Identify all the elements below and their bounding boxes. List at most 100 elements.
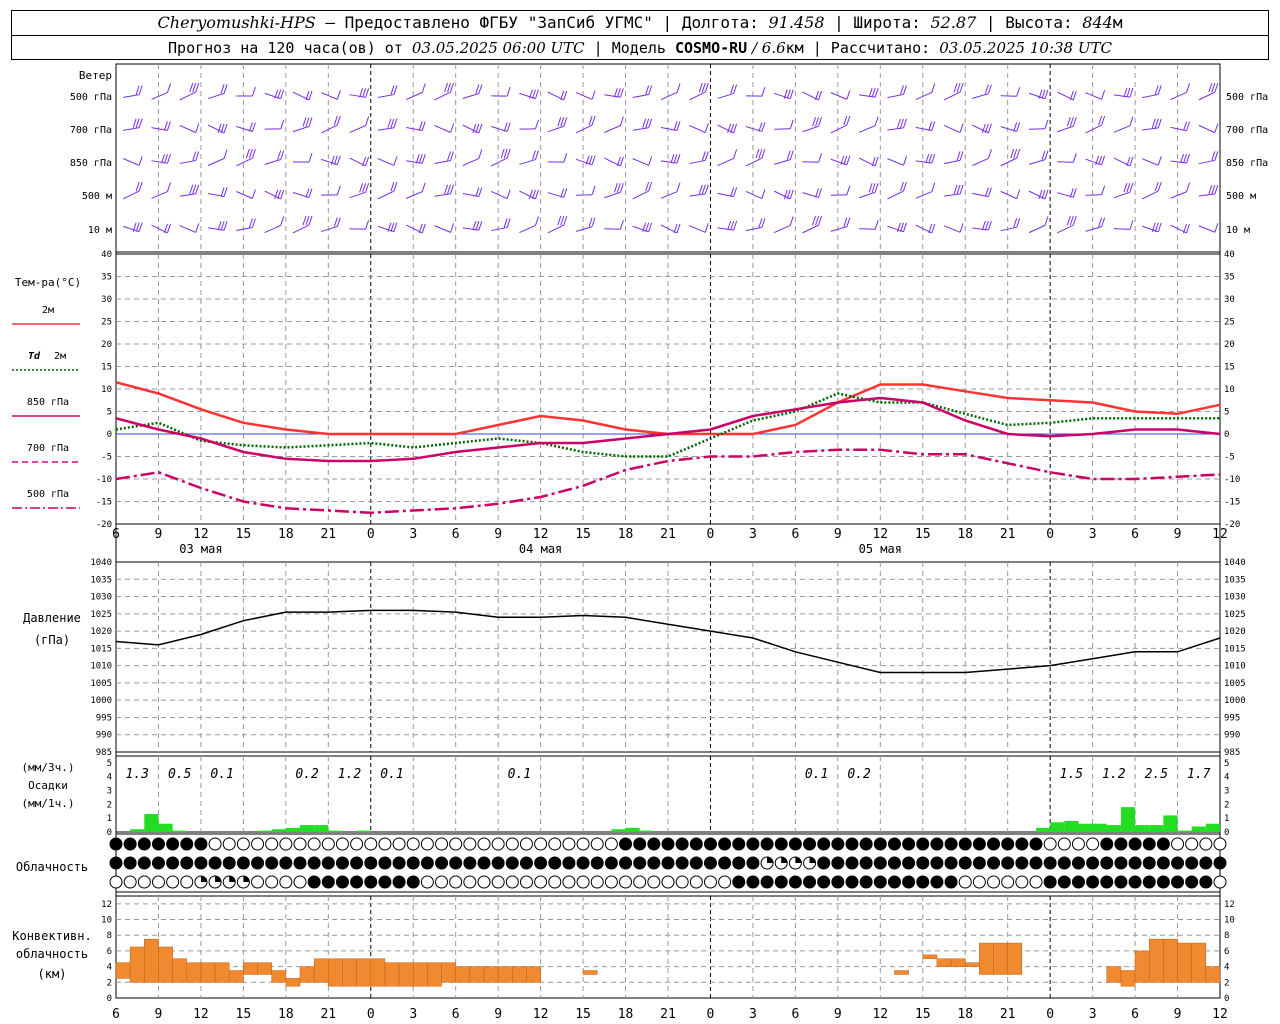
- cloud-cover-symbol: [576, 856, 590, 870]
- hour-tick-label: 21: [320, 1007, 336, 1022]
- precip-unit-1h: (мм/1ч.): [22, 797, 75, 810]
- hour-tick-label: 12: [1212, 1007, 1228, 1022]
- wind-barb-feather: [896, 222, 901, 232]
- pressure-tick-label-right: 1035: [1224, 575, 1246, 585]
- cloud-cover-symbol: [265, 837, 279, 851]
- cloud-cover-symbol: [109, 837, 123, 851]
- cloud-cover-symbol: [222, 856, 236, 870]
- cloud-cover-symbol: [732, 875, 746, 889]
- wind-barb-feather: [1214, 82, 1219, 93]
- wind-barb-feather: [308, 188, 313, 198]
- wind-barb-feather: [302, 215, 307, 226]
- wind-barb-feather: [365, 156, 370, 167]
- wind-barb-feather: [673, 223, 678, 234]
- wind-barb: [689, 159, 706, 165]
- temp-series-500-гПа: [115, 448, 1221, 515]
- wind-barb-feather: [336, 217, 341, 227]
- precip-3h-total: 2.5: [1145, 767, 1169, 782]
- cloud-cover-symbol: [194, 856, 208, 870]
- wind-barb-feather: [1016, 218, 1021, 228]
- wind-barb-feather: [132, 222, 137, 232]
- conv-tick-label-right: 12: [1224, 900, 1235, 910]
- wind-barb: [604, 191, 621, 199]
- cloud-cover-symbol: [619, 875, 633, 889]
- wind-barb-feather: [871, 88, 876, 98]
- hour-tick-label: 3: [1089, 1007, 1097, 1022]
- wind-barb-feather: [613, 88, 618, 98]
- cloud-cover-symbol: [1100, 856, 1114, 870]
- cloud-cover-symbol: [1015, 856, 1029, 870]
- wind-barb: [887, 93, 904, 99]
- cloud-cover-symbol: [902, 856, 916, 870]
- wind-barb: [377, 127, 395, 131]
- cloud-cover-symbol: [1071, 875, 1085, 889]
- wind-barb-feather: [761, 218, 766, 228]
- precip-unit-3h: (мм/3ч.): [22, 761, 75, 774]
- wind-barb: [575, 226, 593, 232]
- cloud-cover-symbol: [279, 875, 293, 889]
- cloud-cover-symbol: [930, 875, 944, 889]
- wind-barb-feather: [733, 220, 738, 231]
- wind-barb-feather: [843, 155, 848, 165]
- wind-barb-feather: [616, 183, 621, 193]
- wind-barb: [943, 91, 961, 101]
- cloud-cover-symbol: [633, 856, 647, 870]
- wind-barb: [349, 125, 366, 133]
- hour-tick-label: 6: [452, 527, 460, 542]
- wind-barb-feather: [220, 221, 225, 231]
- wind-barb: [1170, 191, 1187, 199]
- wind-barb-feather: [506, 122, 511, 132]
- wind-barb-feather: [1066, 215, 1071, 226]
- cloud-cover-symbol: [803, 837, 817, 851]
- wind-barb-feather: [874, 116, 879, 126]
- wind-barb-feather: [251, 218, 256, 228]
- cloud-cover-symbol: [590, 856, 604, 870]
- cloud-cover-symbol: [1185, 875, 1199, 889]
- wind-barb-feather: [987, 149, 992, 159]
- cloud-cover-symbol: [548, 856, 562, 870]
- cloud-cover-symbol: [1086, 837, 1100, 851]
- pressure-tick-label-right: 1015: [1224, 644, 1246, 654]
- wind-barb-feather: [302, 117, 307, 127]
- wind-barb-feather: [1044, 89, 1049, 99]
- wind-barb: [745, 157, 763, 167]
- wind-barb-feather: [1208, 82, 1213, 93]
- precip-3h-total: 1.5: [1060, 767, 1084, 782]
- precip-bar: [130, 829, 145, 832]
- wind-barb-feather: [534, 119, 539, 130]
- hour-tick-label: 18: [957, 527, 973, 542]
- cloud-cover-symbol: [675, 875, 689, 889]
- wind-barb-feather: [591, 185, 596, 195]
- conv-cloud-bar: [398, 962, 414, 987]
- wind-barb-feather: [987, 123, 992, 134]
- cloud-cover-fill: [200, 876, 207, 882]
- wind-barb-feather: [390, 222, 395, 232]
- wind-barb-feather: [336, 155, 341, 165]
- cloud-cover-symbol: [463, 837, 477, 851]
- hour-tick-label: 18: [618, 1007, 634, 1022]
- hour-tick-label: 15: [575, 1007, 591, 1022]
- temp-tick-label: 35: [101, 273, 112, 283]
- conv-tick-label: 12: [101, 900, 112, 910]
- cloud-cover-symbol: [1029, 837, 1043, 851]
- wind-barb: [292, 125, 310, 133]
- cloud-cover-symbol: [1015, 875, 1029, 889]
- cloud-cover-symbol: [902, 875, 916, 889]
- temp-tick-label-right: 15: [1224, 363, 1235, 373]
- wind-barb-feather: [1183, 223, 1188, 234]
- wind-barb: [377, 190, 395, 200]
- cloud-cover-symbol: [703, 875, 717, 889]
- wind-barb: [944, 193, 961, 197]
- pressure-tick-label-right: 1000: [1224, 696, 1246, 706]
- wind-barb-feather: [1066, 117, 1071, 127]
- wind-barb: [1085, 226, 1102, 232]
- cloud-cover-fill: [781, 857, 788, 863]
- wind-barb-feather: [163, 154, 168, 164]
- wind-barb-feather: [192, 184, 197, 194]
- wind-barb-feather: [534, 89, 539, 99]
- wind-barb-feather: [619, 116, 624, 126]
- wind-barb-feather: [874, 220, 879, 230]
- wind-barb-feather: [1098, 115, 1103, 126]
- precip-bar: [625, 827, 640, 832]
- wind-barb-feather: [648, 222, 653, 232]
